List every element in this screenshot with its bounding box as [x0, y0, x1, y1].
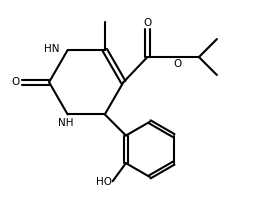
Text: O: O — [11, 77, 20, 87]
Text: HO: HO — [96, 177, 112, 187]
Text: O: O — [143, 18, 151, 28]
Text: O: O — [173, 59, 181, 69]
Text: NH: NH — [57, 118, 73, 128]
Text: HN: HN — [44, 44, 60, 54]
